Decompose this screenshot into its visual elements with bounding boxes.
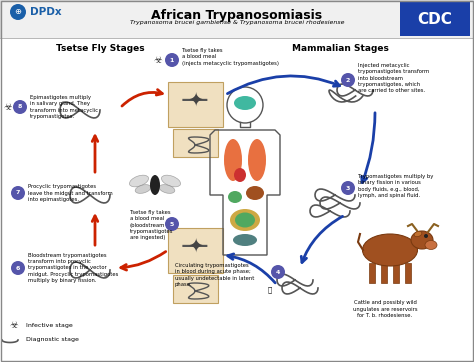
Circle shape: [10, 4, 26, 20]
Text: ⊕: ⊕: [15, 8, 21, 17]
Bar: [381, 263, 387, 283]
Text: Cattle and possibly wild
ungulates are reservoirs
for T. b. rhodesiense.: Cattle and possibly wild ungulates are r…: [353, 300, 417, 318]
Circle shape: [424, 234, 428, 238]
Text: Diagnostic stage: Diagnostic stage: [26, 337, 79, 342]
Circle shape: [271, 265, 285, 279]
Text: Trypanosoma brucei gambiense & Trypanosoma brucei rhodesiense: Trypanosoma brucei gambiense & Trypanoso…: [130, 20, 344, 25]
Ellipse shape: [224, 139, 242, 181]
Text: Tsetse fly takes
a blood meal
(injects metacyclic trypomastigotes): Tsetse fly takes a blood meal (injects m…: [182, 48, 279, 66]
Ellipse shape: [414, 231, 422, 237]
Text: ✦: ✦: [187, 90, 203, 109]
Circle shape: [11, 261, 25, 275]
Ellipse shape: [135, 185, 151, 193]
Ellipse shape: [129, 175, 148, 187]
Bar: [0, 0, 474, 38]
Text: Trypomastigotes multiply by
binary fission in various
body fluids, e.g., blood,
: Trypomastigotes multiply by binary fissi…: [358, 174, 433, 198]
Circle shape: [13, 100, 27, 114]
Bar: [369, 263, 375, 283]
Text: Infective stage: Infective stage: [26, 323, 73, 328]
Text: 4: 4: [276, 269, 280, 274]
Text: Tsetse Fly Stages: Tsetse Fly Stages: [55, 44, 144, 53]
Text: 3: 3: [346, 185, 350, 190]
Ellipse shape: [363, 234, 418, 266]
Circle shape: [165, 217, 179, 231]
Text: Mammalian Stages: Mammalian Stages: [292, 44, 388, 53]
Ellipse shape: [234, 96, 256, 110]
Text: ☣: ☣: [154, 55, 163, 65]
Text: 6: 6: [16, 265, 20, 270]
Text: —: —: [181, 232, 209, 260]
Text: African Trypanosomiasis: African Trypanosomiasis: [151, 9, 323, 22]
Ellipse shape: [411, 231, 433, 249]
Ellipse shape: [425, 240, 437, 249]
Text: 2: 2: [346, 77, 350, 83]
Text: Circulating trypomastigotes
in blood during acute phase;
usually undetectable in: Circulating trypomastigotes in blood dur…: [175, 263, 255, 287]
Text: 🦠: 🦠: [268, 287, 272, 293]
Ellipse shape: [246, 186, 264, 200]
Text: —: —: [181, 86, 209, 114]
Ellipse shape: [228, 191, 242, 203]
Bar: [168, 82, 223, 127]
Text: 7: 7: [16, 190, 20, 195]
Text: Injected metacyclic
trypomastigotes transform
into bloodstream
trypomastigotes, : Injected metacyclic trypomastigotes tran…: [358, 63, 429, 93]
Bar: [393, 263, 399, 283]
Bar: [173, 275, 218, 303]
Text: ☣: ☣: [9, 320, 18, 330]
Bar: [405, 263, 411, 283]
Text: 5: 5: [170, 222, 174, 227]
Text: Epimastigotes multiply
in salivary gland. They
transform into metacyclic
trypoma: Epimastigotes multiply in salivary gland…: [30, 95, 98, 119]
Ellipse shape: [150, 175, 160, 195]
Text: 8: 8: [18, 105, 22, 109]
Text: ✦: ✦: [187, 236, 203, 256]
Text: 1: 1: [170, 58, 174, 63]
Ellipse shape: [234, 168, 246, 182]
Ellipse shape: [235, 212, 255, 227]
Ellipse shape: [230, 209, 260, 231]
Bar: [173, 129, 218, 157]
Bar: [400, 2, 470, 36]
Ellipse shape: [162, 175, 181, 187]
Bar: [168, 228, 223, 273]
Text: Procyclic trypomastigotes
leave the midgut and transform
into epimastigotes.: Procyclic trypomastigotes leave the midg…: [28, 184, 113, 202]
Circle shape: [341, 181, 355, 195]
Circle shape: [341, 73, 355, 87]
Circle shape: [165, 53, 179, 67]
Ellipse shape: [159, 185, 175, 193]
Ellipse shape: [248, 139, 266, 181]
Ellipse shape: [233, 234, 257, 246]
Text: ☣: ☣: [4, 102, 12, 112]
Text: CDC: CDC: [418, 12, 453, 26]
Text: DPDx: DPDx: [30, 7, 62, 17]
Circle shape: [11, 186, 25, 200]
Text: Tsetse fly takes
a blood meal
(bloodstream
trypomastigotes
are ingested): Tsetse fly takes a blood meal (bloodstre…: [130, 210, 173, 240]
Text: Bloodstream trypomastigotes
transform into procyclic
trypomastigotes in the vect: Bloodstream trypomastigotes transform in…: [28, 253, 118, 283]
